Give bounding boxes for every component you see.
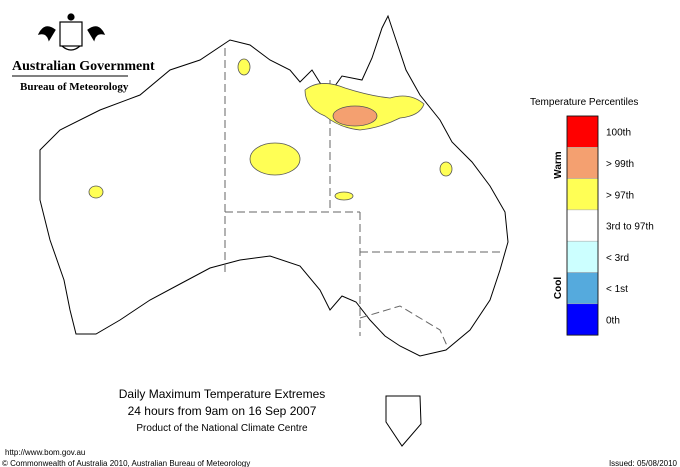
- legend-label: 0th: [606, 315, 620, 326]
- legend-swatch: [566, 115, 599, 148]
- legend-frame: [566, 115, 599, 336]
- legend-label: > 97th: [606, 190, 634, 201]
- footer-copyright: © Commonwealth of Australia 2010, Austra…: [2, 459, 250, 467]
- legend-swatch: [566, 209, 599, 242]
- state-borders: [224, 48, 500, 349]
- anomaly-regions: [88, 58, 453, 201]
- legend-swatch: [566, 303, 599, 336]
- cool-label: Cool: [553, 277, 564, 299]
- map-product: Product of the National Climate Centre: [136, 423, 308, 434]
- legend-swatch: [566, 272, 599, 305]
- legend: 100th > 99th > 97th 3rd to 97th < 3rd < 1st 0t…: [566, 115, 654, 336]
- footer-issued: Issued: 05/08/2010: [609, 459, 678, 467]
- legend-swatch: [566, 240, 599, 273]
- bureau-name: Bureau of Meteorology: [20, 81, 129, 93]
- crest: [37, 13, 106, 51]
- warm-label: Warm: [553, 151, 564, 179]
- legend-swatch: [566, 178, 599, 211]
- legend-label: < 1st: [606, 284, 628, 295]
- footer-url: http://www.bom.gov.au: [5, 448, 85, 457]
- legend-title: Temperature Percentiles: [530, 97, 638, 108]
- legend-label: > 99th: [606, 159, 634, 170]
- agency-name: Australian Government: [12, 59, 155, 74]
- map-title: Daily Maximum Temperature Extremes: [119, 387, 326, 401]
- legend-label: 3rd to 97th: [606, 222, 654, 233]
- map-subtitle: 24 hours from 9am on 16 Sep 2007: [128, 404, 317, 418]
- legend-label: < 3rd: [606, 253, 629, 264]
- legend-label: 100th: [606, 128, 631, 139]
- legend-swatch: [566, 147, 599, 179]
